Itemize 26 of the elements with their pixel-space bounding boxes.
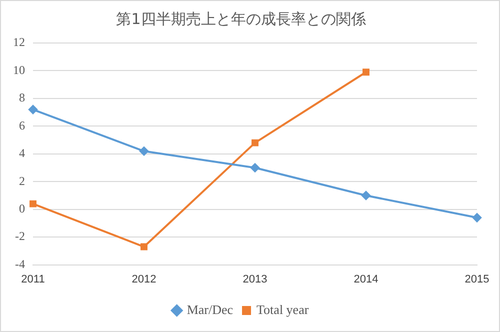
x-tick-label: 2013 [242,273,268,286]
legend-label: Mar/Dec [186,302,234,317]
y-tick-label: 0 [19,202,25,216]
y-tick-label: 12 [13,35,25,50]
point [28,105,38,114]
y-tick-label: 6 [19,118,25,132]
y-tick-label: -2 [15,229,25,244]
point [140,146,148,156]
point [30,200,36,208]
x-tick-label: 2014 [354,273,378,286]
legend-label: Total year [256,302,310,317]
y-tick-label: 4 [19,146,25,160]
point [140,243,148,250]
chart-title: 第1四半期売上と年の成長率との関係 [116,10,366,28]
y-tick-label: 10 [13,62,25,77]
point [472,213,482,222]
x-tick-label: 2015 [464,273,490,286]
y-tick-label: 8 [19,90,25,105]
point [362,190,370,200]
point [362,68,370,76]
y-tick-label: 2 [19,174,25,188]
x-tick-label: 2011 [21,273,45,286]
y-tick-label: -4 [15,256,25,271]
point [250,163,260,172]
point [252,139,258,146]
x-tick-label: 2012 [132,273,156,286]
